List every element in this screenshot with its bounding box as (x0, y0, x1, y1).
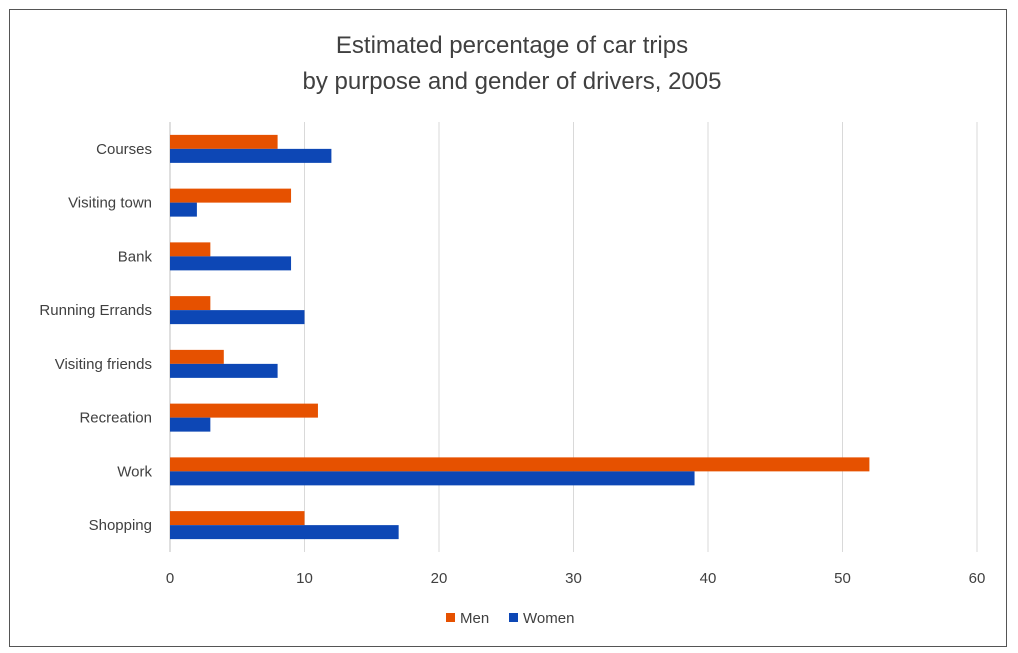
bar-men (170, 296, 211, 311)
x-tick-label: 50 (834, 570, 851, 587)
x-tick-label: 60 (969, 570, 986, 587)
x-tick-label: 20 (431, 570, 448, 587)
x-tick-label: 40 (700, 570, 717, 587)
bar-men (170, 349, 224, 364)
y-category-label: Visiting friends (55, 356, 152, 373)
bar-men (170, 457, 870, 472)
y-category-label: Work (117, 463, 152, 480)
y-category-label: Running Errands (39, 302, 152, 319)
legend-swatch-men (446, 613, 455, 622)
bar-women (170, 363, 278, 378)
y-category-label: Visiting town (68, 195, 152, 212)
bar-women (170, 417, 211, 432)
legend-label: Women (523, 610, 574, 627)
chart-title-line2: by purpose and gender of drivers, 2005 (303, 68, 722, 95)
bar-men (170, 134, 278, 149)
chart-frame (9, 9, 1007, 647)
bar-women (170, 310, 305, 325)
y-category-label: Bank (118, 248, 153, 265)
bar-women (170, 471, 695, 486)
y-category-label: Recreation (79, 410, 152, 427)
bar-men (170, 403, 318, 418)
y-category-label: Shopping (89, 517, 152, 534)
bar-women (170, 148, 332, 163)
legend-label: Men (460, 610, 489, 627)
x-tick-label: 30 (565, 570, 582, 587)
chart-title-line1: Estimated percentage of car trips (336, 32, 688, 59)
bar-men (170, 511, 305, 526)
bar-men (170, 188, 292, 203)
bar-women (170, 256, 292, 271)
x-tick-label: 10 (296, 570, 313, 587)
bar-men (170, 242, 211, 257)
x-tick-label: 0 (166, 570, 174, 587)
legend-swatch-women (509, 613, 518, 622)
y-category-label: Courses (96, 141, 152, 158)
bar-women (170, 525, 399, 540)
bar-women (170, 202, 197, 217)
